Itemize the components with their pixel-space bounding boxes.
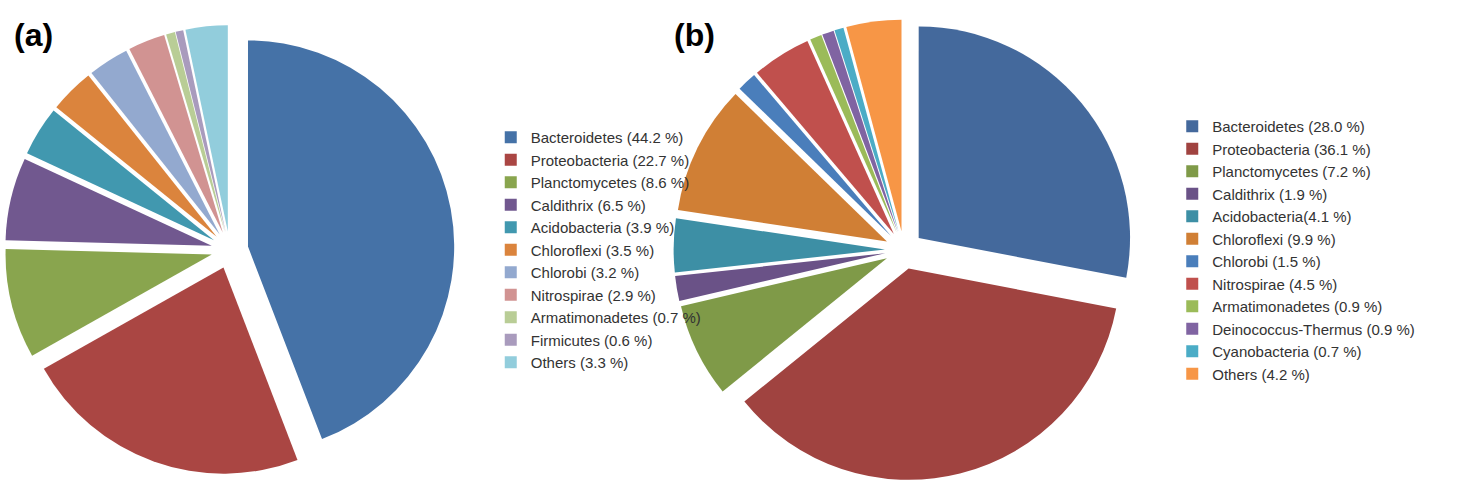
svg-text:Armatimonadetes (0.7 %): Armatimonadetes (0.7 %) <box>531 309 701 326</box>
svg-text:Chlorobi (3.2 %): Chlorobi (3.2 %) <box>531 264 639 281</box>
svg-text:Chloroflexi (9.9 %): Chloroflexi (9.9 %) <box>1212 231 1335 248</box>
svg-text:Firmicutes (0.6 %): Firmicutes (0.6 %) <box>531 332 653 349</box>
svg-text:(b): (b) <box>674 17 715 53</box>
svg-text:(a): (a) <box>14 17 53 53</box>
svg-text:Acidobacteria (3.9 %): Acidobacteria (3.9 %) <box>531 219 674 236</box>
svg-text:Chlorobi (1.5 %): Chlorobi (1.5 %) <box>1212 253 1320 270</box>
svg-text:Chloroflexi (3.5 %): Chloroflexi (3.5 %) <box>531 242 654 259</box>
svg-text:Deinococcus-Thermus (0.9 %): Deinococcus-Thermus (0.9 %) <box>1212 321 1415 338</box>
svg-text:Others (4.2 %): Others (4.2 %) <box>1212 366 1310 383</box>
svg-text:Acidobacteria(4.1 %): Acidobacteria(4.1 %) <box>1212 208 1351 225</box>
svg-text:Others (3.3 %): Others (3.3 %) <box>531 354 629 371</box>
svg-text:Nitrospirae (2.9 %): Nitrospirae (2.9 %) <box>531 287 656 304</box>
svg-text:Caldithrix (6.5 %): Caldithrix (6.5 %) <box>531 197 646 214</box>
svg-text:Armatimonadetes (0.9 %): Armatimonadetes (0.9 %) <box>1212 298 1382 315</box>
svg-text:Proteobacteria (22.7 %): Proteobacteria (22.7 %) <box>531 152 689 169</box>
svg-text:Planctomycetes (7.2 %): Planctomycetes (7.2 %) <box>1212 163 1370 180</box>
svg-text:Cyanobacteria (0.7 %): Cyanobacteria (0.7 %) <box>1212 343 1361 360</box>
svg-text:Planctomycetes (8.6 %): Planctomycetes (8.6 %) <box>531 174 689 191</box>
svg-text:Caldithrix (1.9 %): Caldithrix (1.9 %) <box>1212 186 1327 203</box>
svg-text:Bacteroidetes (44.2 %): Bacteroidetes (44.2 %) <box>531 129 684 146</box>
svg-text:Proteobacteria (36.1 %): Proteobacteria (36.1 %) <box>1212 141 1370 158</box>
svg-text:Nitrospirae (4.5 %): Nitrospirae (4.5 %) <box>1212 276 1337 293</box>
svg-text:Bacteroidetes (28.0 %): Bacteroidetes (28.0 %) <box>1212 118 1365 135</box>
